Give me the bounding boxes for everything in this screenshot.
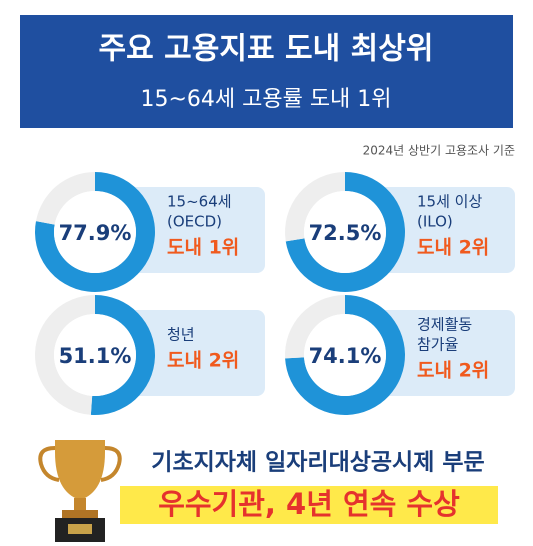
value-label: 74.1%	[309, 344, 382, 368]
value-label: 72.5%	[309, 221, 382, 245]
category-label: 15~64세	[167, 193, 232, 211]
donut-segment	[285, 295, 345, 359]
rank-label: 도내 1위	[167, 237, 239, 259]
donut-segment	[35, 295, 95, 415]
footer-line2: 우수기관, 4년 연속 수상	[158, 487, 460, 521]
category-label: (ILO)	[417, 213, 453, 231]
title: 주요 고용지표 도내 최상위	[99, 32, 434, 67]
category-label: 15세 이상	[417, 193, 482, 211]
footer-line1: 기초지자체 일자리대상공시제 부문	[151, 450, 484, 476]
donut-segment	[285, 172, 345, 242]
trophy	[38, 440, 122, 542]
donut-segment	[285, 172, 405, 293]
source: 2024년 상반기 고용조사 기준	[363, 144, 515, 158]
subtitle: 15~64세 고용률 도내 1위	[140, 87, 391, 112]
category-label: 경제활동	[417, 316, 472, 334]
donut-hole	[304, 191, 386, 273]
category-label: 참가율	[417, 336, 458, 354]
category-label: (OECD)	[167, 213, 222, 231]
donut-segment	[34, 172, 156, 292]
value-label: 51.1%	[59, 344, 132, 368]
rank-label: 도내 2위	[417, 360, 489, 382]
header-box	[20, 15, 513, 128]
category-label: 청년	[167, 326, 195, 344]
donut-segment	[285, 295, 405, 416]
donut-segment	[35, 172, 95, 225]
value-label: 77.9%	[59, 221, 132, 245]
highlight	[120, 486, 498, 524]
donut-hole	[304, 314, 386, 396]
rank-label: 도내 2위	[417, 237, 489, 259]
donut-hole	[54, 191, 136, 273]
donut-segment	[90, 295, 156, 415]
rank-label: 도내 2위	[167, 350, 239, 372]
donut-hole	[54, 314, 136, 396]
